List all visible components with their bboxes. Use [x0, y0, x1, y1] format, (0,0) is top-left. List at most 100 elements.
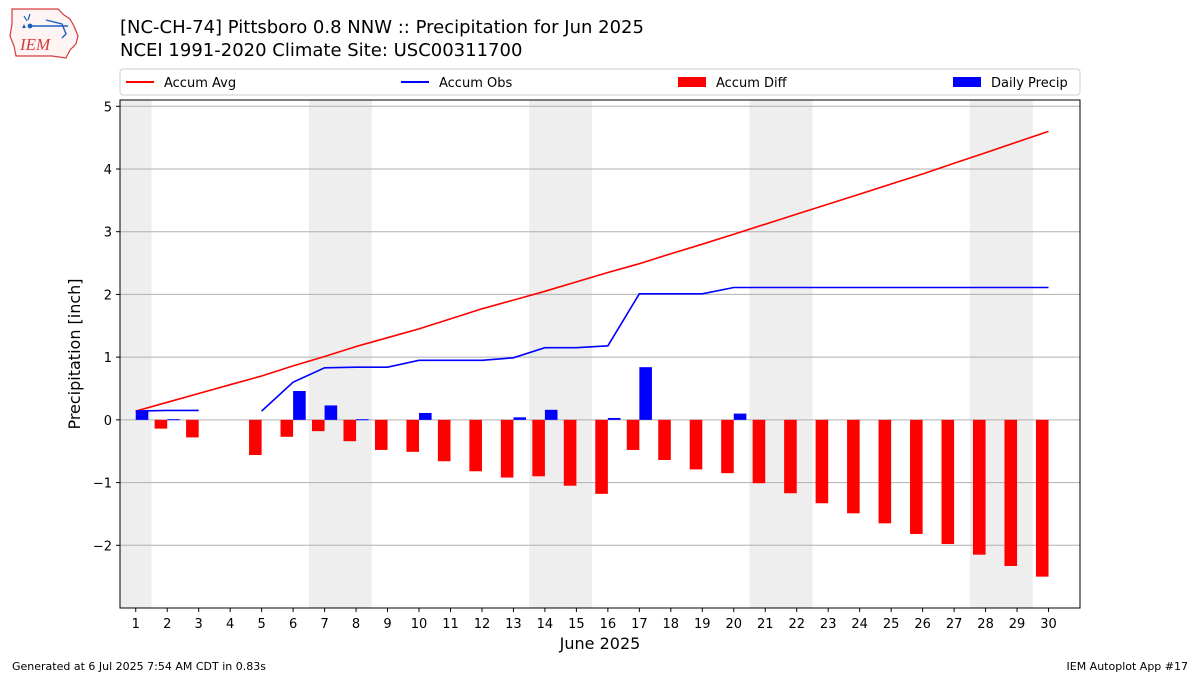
x-tick-label: 21 — [757, 617, 774, 632]
y-tick-label: 2 — [104, 288, 112, 303]
legend-label: Daily Precip — [991, 76, 1068, 91]
weekend-shade — [529, 100, 593, 608]
daily-precip-bar — [733, 413, 747, 420]
daily-precip-bar — [639, 367, 652, 420]
legend-bar-swatch — [953, 77, 981, 87]
accum-diff-bar — [280, 419, 294, 437]
weekend-shade — [120, 100, 152, 608]
legend-label: Accum Obs — [439, 76, 512, 91]
x-tick-label: 5 — [257, 617, 265, 632]
accum-diff-bar — [469, 419, 482, 472]
accum-diff-bar — [689, 419, 703, 470]
accum-diff-bar — [563, 419, 577, 486]
x-tick-label: 19 — [694, 617, 711, 632]
y-tick-label: 5 — [104, 100, 112, 115]
accum-diff-bar — [752, 419, 766, 484]
x-tick-label: 30 — [1040, 617, 1057, 632]
accum-diff-bar — [532, 419, 545, 477]
accum-diff-bar — [1035, 419, 1049, 577]
x-tick-label: 25 — [883, 617, 900, 632]
weekend-shade — [308, 100, 372, 608]
accum-diff-bar — [847, 419, 860, 514]
x-tick-label: 1 — [132, 617, 140, 632]
accum-diff-bar — [437, 419, 451, 462]
accum-diff-bar — [312, 419, 325, 432]
x-tick-label: 16 — [600, 617, 617, 632]
x-axis-label: June 2025 — [559, 634, 641, 653]
daily-precip-bar — [419, 412, 432, 420]
x-tick-label: 22 — [788, 617, 805, 632]
x-tick-label: 7 — [320, 617, 328, 632]
x-tick-label: 15 — [568, 617, 585, 632]
accum-diff-bar — [249, 419, 262, 455]
accum-avg-line — [135, 130, 1049, 412]
accum-diff-bar — [154, 419, 168, 429]
accum-diff-bar — [784, 419, 797, 494]
x-tick-label: 27 — [946, 617, 963, 632]
y-tick-label: 0 — [104, 414, 112, 429]
app-label: IEM Autoplot App #17 — [1066, 660, 1189, 673]
y-tick-label: −2 — [93, 539, 112, 554]
x-tick-label: 3 — [195, 617, 203, 632]
generated-timestamp: Generated at 6 Jul 2025 7:54 AM CDT in 0… — [12, 660, 266, 673]
x-tick-label: 18 — [663, 617, 680, 632]
x-tick-label: 20 — [725, 617, 742, 632]
accum-diff-bar — [186, 419, 199, 438]
accum-diff-bar — [595, 419, 608, 494]
plot-frame — [119, 99, 1081, 609]
legend-box — [119, 68, 1081, 96]
y-axis-label: Precipitation [inch] — [65, 278, 84, 429]
accum-diff-bar — [972, 419, 986, 555]
x-tick-label: 17 — [631, 617, 648, 632]
x-tick-label: 4 — [226, 617, 234, 632]
x-tick-label: 28 — [977, 617, 994, 632]
iem-logo: IEM — [9, 8, 79, 59]
accum-diff-bar — [626, 419, 640, 450]
x-tick-label: 29 — [1009, 617, 1026, 632]
x-tick-label: 8 — [352, 617, 360, 632]
daily-precip-bar — [135, 411, 149, 420]
daily-precip-bar — [356, 419, 369, 421]
y-tick-label: −1 — [93, 477, 112, 492]
accum-diff-bar — [406, 419, 420, 452]
x-tick-label: 11 — [442, 617, 459, 632]
x-tick-label: 10 — [411, 617, 428, 632]
accum-diff-bar — [343, 419, 357, 442]
x-tick-label: 26 — [914, 617, 931, 632]
x-tick-label: 2 — [163, 617, 171, 632]
daily-precip-bar — [324, 405, 338, 420]
weekend-shade — [969, 100, 1033, 608]
accum-diff-bar — [721, 419, 734, 474]
daily-precip-bar — [544, 409, 558, 420]
daily-precip-bar — [513, 417, 527, 420]
daily-precip-bar — [607, 417, 621, 420]
y-tick-label: 1 — [104, 351, 112, 366]
x-tick-label: 9 — [383, 617, 391, 632]
legend: Accum Avg Accum Obs Accum Diff Daily Precip — [119, 68, 1081, 96]
y-tick-label: 4 — [104, 163, 112, 178]
daily-precip-bar — [167, 419, 180, 421]
legend-label: Accum Avg — [164, 76, 236, 91]
chart-subtitle: NCEI 1991-2020 Climate Site: USC00311700 — [120, 40, 523, 61]
y-tick-label: 3 — [104, 226, 112, 241]
iem-logo-text: IEM — [19, 35, 51, 54]
accum-diff-bar — [941, 419, 955, 545]
accum-diff-bar — [374, 419, 388, 450]
accum-diff-bar — [658, 419, 671, 460]
accum-diff-bar — [910, 419, 923, 534]
daily-precip-bar — [293, 391, 306, 420]
legend-bar-swatch — [678, 77, 706, 87]
accum-diff-bar — [1004, 419, 1018, 566]
legend-label: Accum Diff — [716, 76, 788, 91]
accum-diff-bar — [500, 419, 514, 478]
x-tick-label: 13 — [505, 617, 522, 632]
accum-diff-bar — [878, 419, 892, 524]
chart-title: [NC-CH-74] Pittsboro 0.8 NNW :: Precipit… — [120, 17, 644, 38]
x-tick-label: 24 — [851, 617, 868, 632]
x-tick-label: 14 — [537, 617, 554, 632]
weekend-shade — [749, 100, 813, 608]
accum-obs-line — [135, 286, 1049, 412]
x-tick-label: 12 — [474, 617, 491, 632]
x-tick-label: 23 — [820, 617, 837, 632]
